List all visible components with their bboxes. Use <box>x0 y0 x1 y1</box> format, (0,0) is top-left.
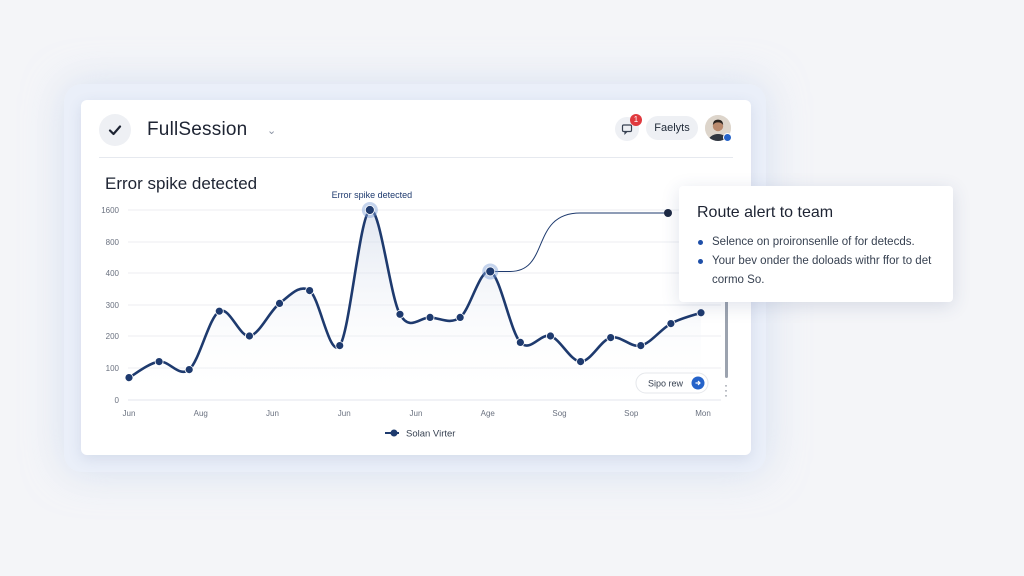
error-line-chart: 0 100 200 300 400 800 1600 Jun Aug Jun Jun Jun Age S… <box>101 190 721 440</box>
data-point[interactable] <box>124 373 134 383</box>
popup-list-item: Your bev onder the doloads withr ffor to… <box>697 252 937 290</box>
x-tick-label: Sop <box>624 409 639 418</box>
data-point[interactable] <box>425 312 435 322</box>
data-point[interactable] <box>154 357 164 367</box>
x-tick-label: Aug <box>194 409 208 418</box>
data-point[interactable] <box>455 312 465 322</box>
y-tick-label: 1600 <box>101 206 119 215</box>
x-tick-label: Jun <box>266 409 279 418</box>
data-point[interactable] <box>576 357 585 367</box>
data-point[interactable] <box>636 341 646 351</box>
data-point[interactable] <box>245 331 254 341</box>
avatar[interactable] <box>705 115 731 141</box>
vertical-scrollbar[interactable] <box>725 286 728 378</box>
data-point[interactable] <box>666 319 676 329</box>
series-area-fill <box>129 209 701 400</box>
highlighted-data-point[interactable] <box>485 266 496 277</box>
legend-dot-marker <box>390 429 398 437</box>
notifications-button[interactable]: 1 <box>615 114 642 141</box>
data-point[interactable] <box>546 331 555 341</box>
x-tick-label: Sog <box>552 409 566 418</box>
checkmark-icon <box>108 125 122 136</box>
data-point[interactable] <box>275 298 284 308</box>
data-point[interactable] <box>214 306 224 316</box>
y-tick-label: 800 <box>106 238 120 247</box>
peak-annotation: Error spike detected <box>332 190 413 200</box>
x-axis-labels: Jun Aug Jun Jun Jun Age Sog Sop Mon <box>123 409 711 418</box>
y-tick-label: 200 <box>106 332 120 341</box>
message-icon <box>621 124 633 135</box>
series-points <box>124 202 706 383</box>
y-tick-label: 300 <box>106 301 120 310</box>
dashboard-card: FullSession ⌄ 1 Faelyts Error sp <box>81 100 751 455</box>
highlighted-data-point[interactable] <box>364 205 375 215</box>
x-tick-label: Age <box>481 409 496 418</box>
popup-list: Selence on proironsenlle of for detecds.… <box>697 233 937 290</box>
chart-title: Error spike detected <box>105 174 258 193</box>
x-tick-label: Mon <box>695 409 711 418</box>
connector-end-dot <box>664 209 672 217</box>
popup-list-item: Selence on proironsenlle of for detecds. <box>697 233 937 252</box>
notification-badge: 1 <box>630 114 642 126</box>
chart-action-button[interactable]: Sipo rew <box>635 372 709 394</box>
x-tick-label: Jun <box>338 409 351 418</box>
report-button[interactable]: Faelyts <box>646 116 698 140</box>
data-point[interactable] <box>184 365 194 375</box>
y-tick-label: 100 <box>106 364 120 373</box>
y-tick-label: 400 <box>106 269 120 278</box>
card-header: FullSession ⌄ 1 Faelyts <box>99 100 733 158</box>
online-status-dot <box>723 133 732 142</box>
y-tick-label: 0 <box>115 396 120 405</box>
data-point[interactable] <box>395 309 405 319</box>
alert-connector-line <box>490 212 668 272</box>
data-point[interactable] <box>606 333 616 343</box>
data-point[interactable] <box>696 308 706 318</box>
more-options-icon[interactable]: · · · <box>724 378 728 402</box>
route-alert-popup: Route alert to team Selence on proironse… <box>679 186 953 302</box>
chart-action-label: Sipo rew <box>648 379 684 389</box>
data-point[interactable] <box>335 341 345 351</box>
data-point[interactable] <box>305 286 315 296</box>
legend-series-name: Solan Virter <box>406 429 455 440</box>
x-tick-label: Jun <box>123 409 136 418</box>
app-title[interactable]: FullSession <box>147 119 248 140</box>
x-tick-label: Jun <box>410 409 423 418</box>
legend: Solan Virter <box>385 429 455 440</box>
check-button[interactable] <box>99 114 131 146</box>
popup-title: Route alert to team <box>697 204 834 221</box>
data-point[interactable] <box>515 337 525 347</box>
y-axis-labels: 0 100 200 300 400 800 1600 <box>101 206 119 405</box>
chevron-down-icon[interactable]: ⌄ <box>267 125 277 137</box>
